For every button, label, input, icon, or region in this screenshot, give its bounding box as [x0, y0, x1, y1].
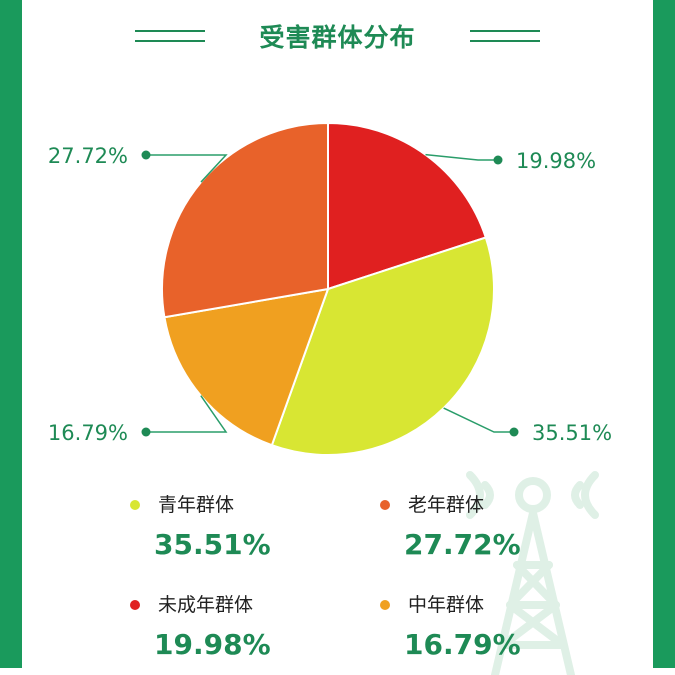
leader-dot [141, 427, 151, 437]
title-deco-line [470, 40, 540, 42]
legend-label: 未成年群体 [158, 594, 254, 616]
leader-line [443, 407, 514, 433]
title-deco-line [135, 40, 205, 42]
leader-line [146, 154, 228, 183]
legend-value: 27.72% [404, 528, 521, 561]
data-label: 19.98% [516, 149, 596, 173]
header: 受害群体分布 [0, 14, 675, 58]
legend-value: 35.51% [154, 528, 271, 561]
data-label: 35.51% [532, 421, 612, 445]
data-label: 27.72% [48, 144, 128, 168]
legend: 青年群体 35.51% 老年群体 27.72% 未成年群体 19.98% 中年群… [0, 490, 675, 668]
legend-dot [380, 500, 390, 510]
leader-dot [509, 427, 519, 437]
legend-label: 中年群体 [408, 594, 485, 616]
legend-label: 青年群体 [158, 494, 235, 516]
title-deco-line [135, 30, 205, 32]
right-frame-bar [653, 0, 675, 668]
legend-dot [380, 600, 390, 610]
leader-dot [141, 150, 151, 160]
page-title: 受害群体分布 [259, 23, 416, 52]
legend-dot [130, 600, 140, 610]
radio-tower-watermark-icon [466, 471, 599, 675]
title-deco-line [470, 30, 540, 32]
leader-line [146, 395, 228, 433]
legend-value: 19.98% [154, 628, 271, 661]
legend-label: 老年群体 [408, 494, 485, 516]
data-label: 16.79% [48, 421, 128, 445]
legend-dot [130, 500, 140, 510]
pie-chart: 19.98% 35.51% 16.79% 27.72% [48, 121, 612, 456]
left-frame-bar [0, 0, 22, 668]
legend-value: 16.79% [404, 628, 521, 661]
leader-line [425, 153, 498, 161]
pie-slice [161, 121, 329, 319]
leader-dot [493, 155, 503, 165]
pie-slice [163, 287, 330, 447]
